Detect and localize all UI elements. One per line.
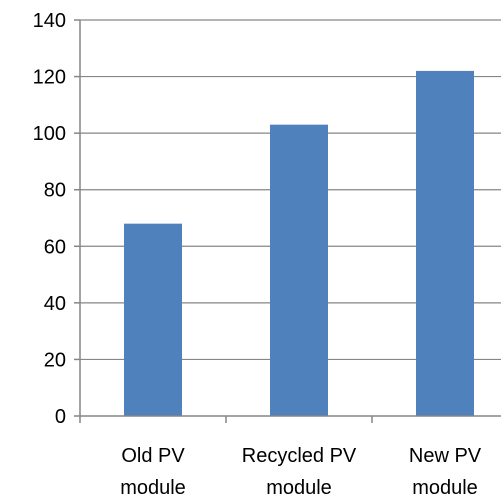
y-tick-label-60: 60 [44, 236, 66, 258]
y-tick-label-100: 100 [33, 123, 66, 145]
y-tick-label-0: 0 [55, 406, 66, 428]
x-category-label-0-line-0: Old PV [121, 445, 185, 467]
y-tick-label-140: 140 [33, 10, 66, 32]
x-category-labels: Old PV module Recycled PV module New PV modul… [120, 445, 482, 499]
y-tick-labels: 0 20 40 60 80 100 120 140 [33, 10, 66, 428]
x-category-label-0-line-1: module [120, 477, 186, 499]
axes [74, 19, 501, 423]
x-category-label-2-line-0: New PV [409, 445, 482, 467]
y-tick-label-120: 120 [33, 67, 66, 89]
bar-1 [270, 124, 328, 417]
y-tick-label-20: 20 [44, 349, 66, 371]
x-category-label-1-line-0: Recycled PV [242, 445, 357, 467]
bars [124, 70, 474, 417]
y-tick-label-40: 40 [44, 293, 66, 315]
x-category-label-1-line-1: module [266, 477, 332, 499]
x-category-label-2-line-1: module [412, 477, 478, 499]
bar-2 [416, 70, 474, 417]
y-tick-label-80: 80 [44, 180, 66, 202]
bar-0 [124, 223, 182, 416]
